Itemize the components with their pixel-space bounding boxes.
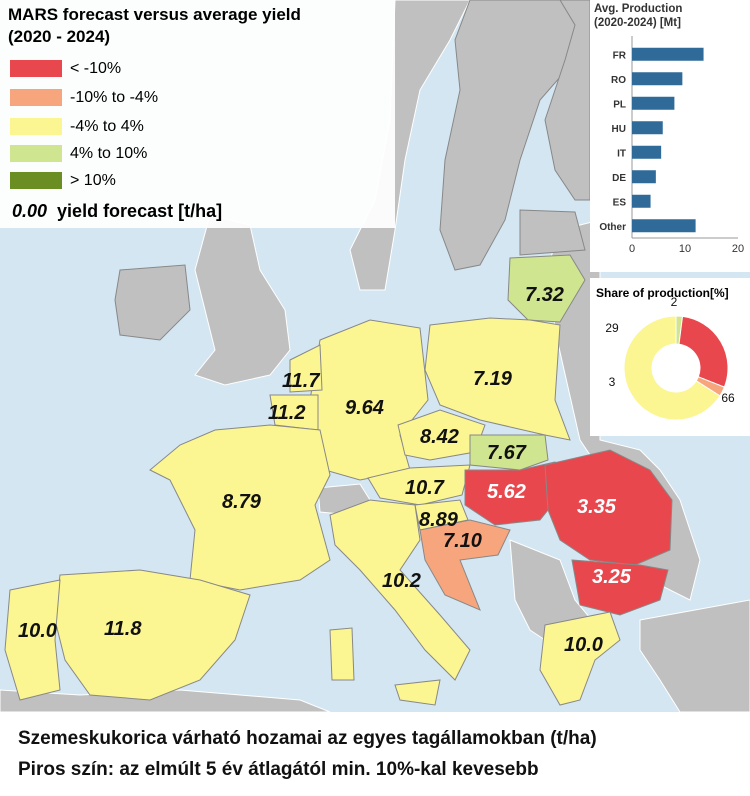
category-label: HU [612, 124, 626, 135]
value-spain: 11.8 [104, 618, 142, 640]
donut-slice [678, 315, 729, 388]
value-slovakia: 7.67 [487, 442, 526, 464]
legend-item: < -10% [10, 58, 370, 80]
category-label: Other [599, 222, 626, 233]
slice-label: 29 [605, 321, 619, 335]
value-romania: 3.35 [577, 496, 616, 518]
donut-slice [623, 315, 721, 421]
legend-title-line2: (2020 - 2024) [8, 27, 111, 46]
production-chart-title-line1: Avg. Production [594, 3, 683, 15]
bar [632, 72, 683, 86]
category-label: RO [611, 75, 626, 86]
legend-swatch [10, 118, 62, 135]
netherlands-region [289, 344, 323, 393]
france-region [149, 424, 331, 591]
value-hungary: 5.62 [487, 481, 526, 503]
north-africa-land [0, 689, 331, 712]
legend-item: -10% to -4% [10, 87, 370, 109]
legend-swatch [10, 172, 62, 189]
spain-region [54, 569, 251, 701]
italy-region [329, 499, 471, 681]
value-austria: 10.7 [405, 477, 444, 499]
bar [632, 194, 651, 208]
share-donut-chart: 2 29 3 66 [605, 295, 735, 421]
production-chart-title: Avg. Production (2020-2024) [Mt] [594, 2, 682, 30]
category-label: IT [617, 148, 626, 159]
legend-swatch [10, 145, 62, 162]
slovakia-region [469, 434, 549, 471]
ireland-region [114, 264, 191, 341]
caption-line2: Piros szín: az elmúlt 5 év átlagától min… [18, 759, 539, 780]
caption-line1: Szemeskukorica várható hozamai az egyes … [18, 728, 597, 749]
value-bulgaria: 3.25 [592, 566, 631, 588]
x-tick-label: 20 [732, 243, 744, 255]
legend-yield-sample: 0.00 [12, 201, 48, 221]
category-label: ES [613, 197, 627, 208]
value-czechia: 8.42 [420, 426, 459, 448]
bar [632, 96, 675, 110]
legend-yield-text: yield forecast [t/ha] [57, 201, 223, 221]
sardinia-region [329, 627, 355, 681]
legend-yield-label: 0.00 yield forecast [t/ha] [12, 201, 222, 222]
legend-label: < -10% [70, 60, 122, 77]
bar [632, 47, 704, 61]
share-chart-title: Share of production[%] [596, 286, 729, 300]
value-portugal: 10.0 [18, 620, 57, 642]
croatia-region [419, 519, 511, 611]
baltics-region [519, 209, 586, 256]
slice-label: 2 [671, 295, 678, 309]
production-chart-panel: Avg. Production (2020-2024) [Mt] FR RO PL H… [590, 0, 750, 272]
bulgaria-region [571, 559, 669, 616]
value-belgium: 11.2 [268, 402, 306, 424]
legend-title-line1: MARS forecast versus average yield [8, 5, 301, 24]
legend-title: MARS forecast versus average yield (2020… [8, 4, 301, 48]
value-france: 8.79 [222, 491, 261, 513]
lithuania-region [507, 254, 586, 323]
category-label: FR [613, 50, 627, 61]
bar [632, 219, 696, 233]
x-tick-label: 0 [629, 243, 635, 255]
value-slovenia: 8.89 [419, 509, 458, 531]
portugal-region [4, 579, 61, 701]
x-tick-label: 10 [679, 243, 691, 255]
bar [632, 121, 663, 135]
value-greece: 10.0 [564, 634, 603, 656]
legend-label: > 10% [70, 172, 116, 189]
legend-item: -4% to 4% [10, 116, 370, 138]
austria-region [367, 464, 471, 506]
legend-label: 4% to 10% [70, 145, 148, 162]
uk-land [194, 214, 291, 386]
category-label: DE [612, 173, 626, 184]
greece-region [539, 611, 621, 706]
value-poland: 7.19 [473, 368, 512, 390]
map-legend: MARS forecast versus average yield (2020… [0, 0, 395, 228]
turkey-land [639, 599, 750, 712]
caption: Szemeskukorica várható hozamai az egyes … [0, 712, 750, 796]
bar [632, 170, 656, 184]
category-label: PL [613, 99, 626, 110]
value-italy: 10.2 [382, 570, 421, 592]
value-netherlands: 11.7 [282, 370, 320, 392]
bar [632, 145, 662, 159]
production-chart-title-line2: (2020-2024) [Mt] [594, 17, 681, 29]
value-croatia: 7.10 [443, 530, 482, 552]
sicily-region [394, 679, 441, 706]
legend-item: > 10% [10, 170, 370, 192]
legend-swatch [10, 89, 62, 106]
value-lithuania: 7.32 [525, 284, 564, 306]
slice-label: 66 [721, 391, 735, 405]
slice-label: 3 [609, 375, 616, 389]
romania-region [544, 449, 673, 566]
legend-swatch [10, 60, 62, 77]
value-germany: 9.64 [345, 397, 384, 419]
share-chart-panel: Share of production[%] 2 29 3 66 [590, 278, 750, 436]
legend-label: -4% to 4% [70, 118, 144, 135]
legend-item: 4% to 10% [10, 143, 370, 165]
legend-label: -10% to -4% [70, 89, 159, 106]
poland-region [424, 317, 571, 441]
